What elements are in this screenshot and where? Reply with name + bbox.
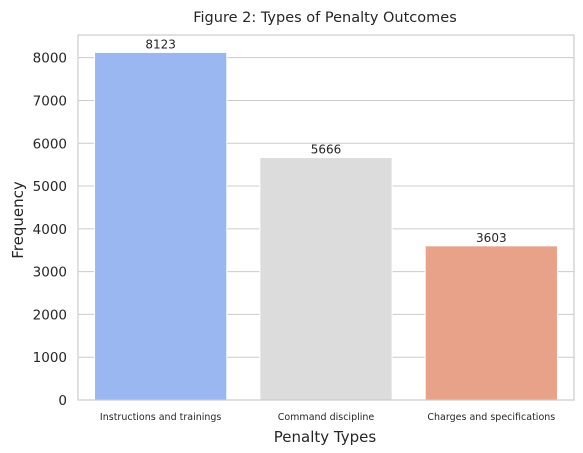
data-label: 5666 — [311, 143, 342, 157]
y-tick-label: 5000 — [33, 179, 67, 195]
x-tick-label: Command discipline — [278, 412, 375, 423]
x-tick-label: Instructions and trainings — [100, 412, 222, 423]
data-label: 8123 — [145, 37, 176, 51]
y-tick-label: 8000 — [33, 51, 67, 67]
y-tick-label: 3000 — [33, 265, 67, 281]
bar — [424, 245, 558, 401]
y-tick-label: 2000 — [33, 307, 67, 323]
x-tick-labels: Instructions and trainings Command discip… — [100, 412, 555, 423]
y-tick-label: 4000 — [33, 222, 67, 238]
x-axis-label: Penalty Types — [274, 428, 377, 446]
data-label: 3603 — [476, 231, 507, 245]
y-tick-label: 1000 — [33, 350, 67, 366]
bars — [94, 51, 558, 401]
y-tick-labels: 0 1000 2000 3000 4000 5000 6000 7000 8000 — [33, 51, 67, 409]
plot-frame — [77, 34, 575, 401]
y-axis-label: Frequency — [9, 181, 27, 259]
chart-title: Figure 2: Types of Penalty Outcomes — [193, 10, 457, 26]
bar — [94, 51, 228, 401]
y-tick-label: 7000 — [33, 93, 67, 109]
data-labels: 8123 5666 3603 — [145, 37, 506, 244]
y-tick-label: 0 — [58, 393, 67, 409]
y-tick-label: 6000 — [33, 136, 67, 152]
bar — [259, 157, 393, 401]
x-tick-label: Charges and specifications — [427, 412, 555, 423]
